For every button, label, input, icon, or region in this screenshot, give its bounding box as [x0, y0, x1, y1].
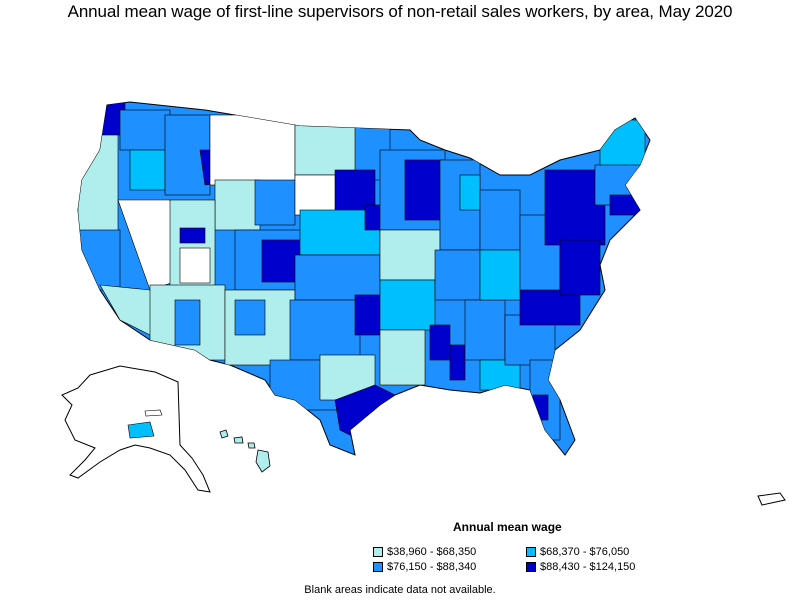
region: [519, 289, 581, 326]
region: [459, 174, 481, 211]
region: [479, 249, 521, 301]
legend-swatch: [526, 562, 536, 572]
legend-title: Annual mean wage: [453, 520, 562, 534]
region: [127, 421, 155, 439]
hawaii-island: [233, 436, 244, 444]
legend-label: $68,370 - $76,050: [540, 546, 630, 558]
region: [532, 394, 549, 421]
legend-swatch: [373, 562, 383, 572]
map-title: Annual mean wage of first-line superviso…: [67, 2, 733, 21]
region: [404, 159, 446, 221]
region: [144, 409, 163, 417]
region: [354, 294, 381, 336]
region: [209, 114, 296, 186]
region: [319, 354, 376, 401]
region: [434, 249, 481, 301]
region: [174, 299, 201, 346]
region: [294, 124, 361, 176]
region: [429, 324, 451, 361]
alaska: [61, 365, 211, 493]
hawaii-island: [219, 429, 229, 439]
legend-item: $76,150 - $88,340: [373, 561, 476, 573]
region: [179, 247, 211, 284]
region: [559, 239, 601, 296]
footnote: Blank areas indicate data not available.: [304, 584, 496, 596]
region: [379, 279, 436, 331]
region: [254, 179, 296, 226]
contiguous-us: [77, 101, 651, 456]
hawaii-island: [255, 449, 271, 473]
region: [78, 129, 119, 241]
region: [294, 254, 381, 301]
region: [479, 189, 521, 251]
legend-swatch: [373, 547, 383, 557]
legend-swatch: [526, 547, 536, 557]
legend-item: $88,430 - $124,150: [526, 561, 635, 573]
legend-item: $38,960 - $68,350: [373, 546, 476, 558]
puerto-rico-land: [757, 492, 786, 506]
hawaii: [219, 429, 271, 473]
region: [214, 179, 261, 231]
region: [289, 299, 361, 361]
region: [609, 194, 641, 216]
region: [464, 299, 506, 361]
legend-item: $68,370 - $76,050: [526, 546, 629, 558]
region: [234, 299, 266, 336]
region: [119, 109, 171, 151]
legend-label: $76,150 - $88,340: [387, 561, 477, 573]
puerto-rico: [757, 492, 786, 506]
region: [129, 149, 166, 191]
region: [379, 229, 441, 281]
region: [449, 344, 466, 381]
region: [294, 174, 341, 216]
region: [179, 227, 206, 244]
hawaii-island: [247, 442, 256, 449]
legend-label: $88,430 - $124,150: [540, 561, 636, 573]
legend-label: $38,960 - $68,350: [387, 546, 477, 558]
region: [379, 329, 426, 386]
